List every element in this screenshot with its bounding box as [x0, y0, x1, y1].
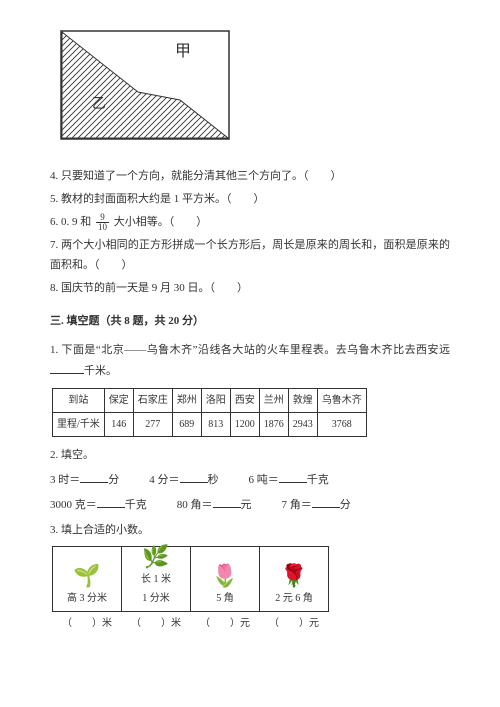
leaf-icon: 🌱 [73, 565, 100, 587]
question-4: 4. 只要知道了一个方向，就能分清其他三个方向了。（ ） [50, 166, 450, 187]
s3-question-3: 3. 填上合适的小数。 [50, 520, 450, 541]
flowers-row: 🌱 高 3 分米 🌿 长 1 米 1 分米 🌷 5 角 🌹 2 元 6 角 [52, 546, 450, 612]
branch-icon: 🌿 [142, 546, 169, 568]
tulip-icon: 🌷 [211, 565, 238, 587]
flower-cell-1: 🌱 高 3 分米 [52, 546, 122, 612]
s3-question-1: 1. 下面是“北京——乌鲁木齐”沿线各大站的火车里程表。去乌鲁木齐比去西安远千米… [50, 340, 450, 382]
flower-cell-2: 🌿 长 1 米 1 分米 [121, 546, 191, 612]
question-6: 6. 0. 9 和 9 10 大小相等。（ ） [50, 212, 450, 233]
question-5: 5. 教材的封面面积大约是 1 平方米。（ ） [50, 189, 450, 210]
rose-icon: 🌹 [280, 565, 307, 587]
flower-ans-4[interactable]: （ ）元 [259, 614, 329, 633]
s3-question-2: 2. 填空。 [50, 445, 450, 466]
label-yi: 乙 [92, 96, 106, 112]
fill-row-1: 3 时＝分 4 分＝秒 6 吨＝千克 [50, 470, 450, 491]
flowers-answers: （ ）米 （ ）米 （ ）元 （ ）元 [52, 614, 450, 633]
fraction-9-10: 9 10 [96, 213, 109, 232]
q6-text-a: 6. 0. 9 和 [50, 216, 91, 228]
flower-ans-3[interactable]: （ ）元 [190, 614, 260, 633]
mileage-table: 到站 保定 石家庄 郑州 洛阳 西安 兰州 敦煌 乌鲁木齐 里程/千米 146 … [52, 388, 367, 437]
section-3-title: 三. 填空题（共 8 题，共 20 分） [50, 311, 450, 332]
blank-g-kg[interactable] [97, 497, 125, 508]
flower-ans-1[interactable]: （ ）米 [52, 614, 122, 633]
table-row: 到站 保定 石家庄 郑州 洛阳 西安 兰州 敦煌 乌鲁木齐 [53, 388, 367, 412]
fill-row-2: 3000 克＝千克 80 角＝元 7 角＝分 [50, 495, 450, 516]
question-8: 8. 国庆节的前一天是 9 月 30 日。（ ） [50, 278, 450, 299]
blank-hour-min[interactable] [80, 472, 108, 483]
blank-jiao-yuan[interactable] [213, 497, 241, 508]
q6-text-b: 大小相等。（ ） [114, 216, 208, 228]
flower-cell-4: 🌹 2 元 6 角 [259, 546, 329, 612]
flower-cell-3: 🌷 5 角 [190, 546, 260, 612]
blank-jiao-fen[interactable] [312, 497, 340, 508]
flower-ans-2[interactable]: （ ）米 [121, 614, 191, 633]
table-row: 里程/千米 146 277 689 813 1200 1876 2943 376… [53, 412, 367, 436]
figure-jia-yi: 甲 乙 [60, 30, 450, 148]
blank-distance[interactable] [50, 363, 84, 374]
question-7: 7. 两个大小相同的正方形拼成一个长方形后，周长是原来的周长和，面积是原来的面积… [50, 235, 450, 277]
label-jia: 甲 [175, 43, 191, 60]
blank-ton-kg[interactable] [279, 472, 307, 483]
blank-min-sec[interactable] [180, 472, 208, 483]
